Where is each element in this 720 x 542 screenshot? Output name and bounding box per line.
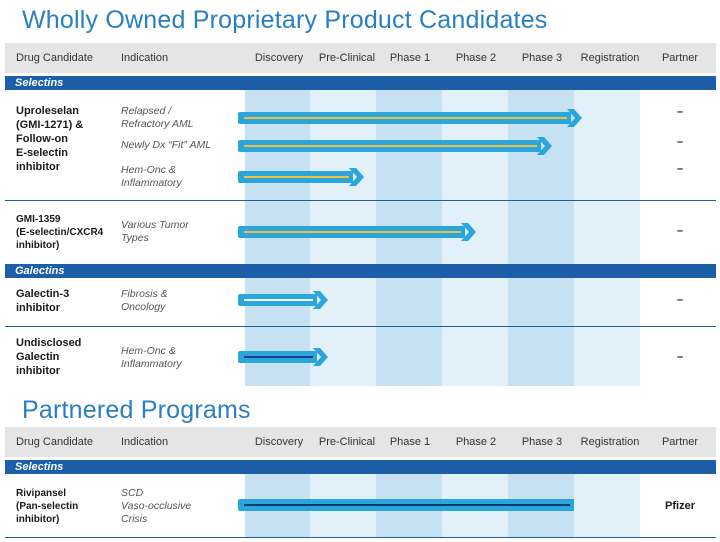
chevron-right-icon xyxy=(348,168,364,186)
partner-galectin-3: – xyxy=(676,294,684,306)
pipeline-arrow xyxy=(238,348,333,366)
header-preclinical: Pre-Clinical xyxy=(318,436,376,448)
row-divider xyxy=(5,200,716,201)
arrow-center-line xyxy=(244,231,462,233)
group-band-selectins-partnered: Selectins xyxy=(5,460,716,474)
header-phase2: Phase 2 xyxy=(455,436,497,448)
partner-pfizer: Pfizer xyxy=(665,500,695,512)
section-title-partnered: Partnered Programs xyxy=(22,396,251,424)
arrow-center-line xyxy=(244,117,567,119)
chevron-right-icon xyxy=(461,223,477,241)
header-phase2: Phase 2 xyxy=(455,52,497,64)
header-registration: Registration xyxy=(580,52,640,64)
indication-fibrosis: Fibrosis & Oncology xyxy=(121,288,168,313)
partner-relapsed-aml: – xyxy=(676,106,684,118)
pipeline-arrow xyxy=(238,496,590,514)
stage-column-proprietary-4 xyxy=(442,90,508,386)
arrow-center-line xyxy=(244,176,349,178)
indication-hem-onc-2: Hem-Onc & Inflammatory xyxy=(121,345,182,370)
header-indication: Indication xyxy=(121,52,169,64)
header-phase3: Phase 3 xyxy=(521,52,563,64)
indication-scd: SCD Vaso-occlusive Crisis xyxy=(121,487,192,525)
header-partner: Partner xyxy=(661,52,699,64)
drug-galectin-3: Galectin-3 inhibitor xyxy=(16,288,70,314)
partner-newly-dx-aml: – xyxy=(676,136,684,148)
group-label-selectins: Selectins xyxy=(15,461,64,473)
header-phase1: Phase 1 xyxy=(389,436,431,448)
header-phase1: Phase 1 xyxy=(389,52,431,64)
indication-relapsed-aml: Relapsed / Refractory AML xyxy=(121,105,194,130)
chevron-right-icon xyxy=(312,291,328,309)
indication-newly-dx-aml: Newly Dx “Fit” AML xyxy=(121,139,212,151)
partner-hem-onc-1: – xyxy=(676,163,684,175)
stage-column-proprietary-2 xyxy=(310,90,376,386)
drug-rivipansel: Rivipansel (Pan-selectin inhibitor) xyxy=(16,488,79,525)
chevron-right-icon xyxy=(537,137,552,155)
header-discovery: Discovery xyxy=(254,52,304,64)
stage-column-partnered-6 xyxy=(574,474,640,537)
group-band-selectins: Selectins xyxy=(5,76,716,90)
partner-gmi-1359: – xyxy=(676,225,684,237)
stage-column-proprietary-1 xyxy=(245,90,310,386)
pipeline-arrow xyxy=(238,168,369,186)
arrow-center-line xyxy=(244,145,537,147)
drug-uproleselan: Uproleselan (GMI-1271) & Follow-on E-sel… xyxy=(16,105,84,173)
header-indication: Indication xyxy=(121,436,169,448)
header-drug-candidate: Drug Candidate xyxy=(16,436,94,448)
pipeline-arrow xyxy=(238,109,587,127)
table-bottom-border xyxy=(5,537,716,538)
arrow-center-line xyxy=(244,356,313,358)
header-phase3: Phase 3 xyxy=(521,436,563,448)
header-drug-candidate: Drug Candidate xyxy=(16,52,94,64)
indication-hem-onc-1: Hem-Onc & Inflammatory xyxy=(121,164,182,189)
section-title-proprietary: Wholly Owned Proprietary Product Candida… xyxy=(22,6,548,34)
drug-gmi-1359: GMI-1359 (E-selectin/CXCR4 inhibitor) xyxy=(16,214,104,251)
pipeline-arrow xyxy=(238,137,557,155)
header-discovery: Discovery xyxy=(254,436,304,448)
group-label-galectins: Galectins xyxy=(15,265,65,277)
drug-undisclosed-galectin: Undisclosed Galectin inhibitor xyxy=(16,337,82,377)
group-label-selectins: Selectins xyxy=(15,77,64,89)
stage-column-proprietary-3 xyxy=(376,90,442,386)
stage-column-proprietary-6 xyxy=(574,90,640,386)
table-header-partnered: Drug Candidate Indication Discovery Pre-… xyxy=(5,427,716,457)
chevron-right-icon xyxy=(312,348,328,366)
table-header-proprietary: Drug Candidate Indication Discovery Pre-… xyxy=(5,43,716,73)
group-band-galectins: Galectins xyxy=(5,264,716,278)
header-registration: Registration xyxy=(580,436,640,448)
stage-column-proprietary-5 xyxy=(508,90,574,386)
indication-various-tumor: Various Tumor Types xyxy=(121,219,189,244)
arrow-center-line xyxy=(244,504,570,506)
row-divider xyxy=(5,326,716,327)
partner-undisclosed-galectin: – xyxy=(676,351,684,363)
pipeline-arrow xyxy=(238,291,333,309)
arrow-center-line xyxy=(244,299,313,301)
header-preclinical: Pre-Clinical xyxy=(318,52,376,64)
pipeline-arrow xyxy=(238,223,481,241)
header-partner: Partner xyxy=(661,436,699,448)
chevron-right-icon xyxy=(566,109,582,127)
